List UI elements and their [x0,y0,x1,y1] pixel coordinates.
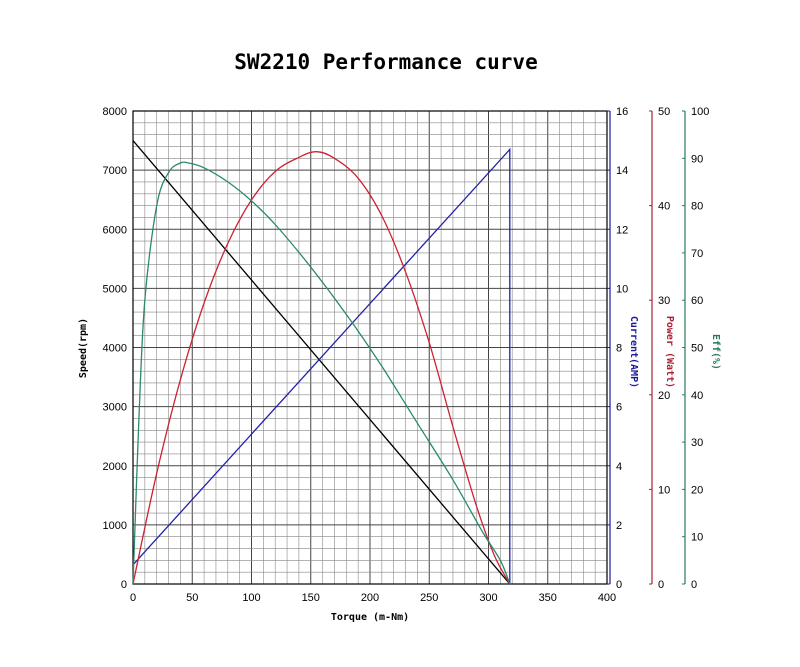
y-tick-label-eff: 30 [691,437,703,449]
series-lines [132,140,511,585]
y-tick-label-current: 14 [616,165,628,177]
y-tick-label-power: 0 [658,579,664,591]
y-tick-label-eff: 90 [691,153,703,165]
y-tick-label-eff: 0 [691,579,697,591]
y-tick-label-current: 10 [616,283,628,295]
x-tick-label: 250 [420,592,438,604]
y-tick-label-eff: 80 [691,201,703,213]
y-axis-label-eff: Eff(%) [710,334,721,370]
y-tick-label-eff: 60 [691,295,703,307]
x-tick-label: 150 [302,592,320,604]
y-tick-label-eff: 70 [691,248,703,260]
series-line-current [132,147,511,584]
y-tick-label-speed: 4000 [103,343,127,355]
series-line-power [132,151,511,585]
x-tick-label: 0 [130,592,136,604]
y-tick-label-eff: 10 [691,532,703,544]
y-tick-label-current: 4 [616,461,622,473]
y-tick-label-power: 50 [658,106,670,118]
y-tick-label-current: 16 [616,106,628,118]
y-tick-label-speed: 8000 [103,106,127,118]
x-tick-label: 50 [186,592,198,604]
x-tick-label: 400 [598,592,616,604]
y-axis-label-current: Current(AMP) [628,316,639,388]
y-tick-label-speed: 0 [121,579,127,591]
x-axis-label: Torque (m-Nm) [331,612,409,623]
y-tick-label-speed: 2000 [103,461,127,473]
y-tick-label-current: 6 [616,402,622,414]
y-tick-label-eff: 50 [691,343,703,355]
y-tick-label-current: 8 [616,343,622,355]
y-tick-label-speed: 5000 [103,283,127,295]
y-tick-label-speed: 1000 [103,520,127,532]
y-axis-label-power: Power (Watt) [664,316,675,388]
y-tick-label-current: 0 [616,579,622,591]
y-tick-label-speed: 3000 [103,402,127,414]
y-tick-label-eff: 20 [691,484,703,496]
tick-labels: 0 50 100 150 200 250 300 350 4000100020003000400… [103,106,710,604]
y-tick-label-current: 2 [616,520,622,532]
x-tick-label: 200 [361,592,379,604]
y-tick-label-power: 40 [658,201,670,213]
x-tick-label: 300 [479,592,497,604]
y-tick-label-power: 10 [658,484,670,496]
y-tick-label-current: 12 [616,224,628,236]
y-tick-label-eff: 100 [691,106,709,118]
series-line-speed [132,140,511,585]
y-tick-label-speed: 6000 [103,224,127,236]
y-tick-label-eff: 40 [691,390,703,402]
x-tick-label: 350 [539,592,557,604]
chart-title: SW2210 Performance curve [234,50,537,74]
x-tick-label: 100 [242,592,260,604]
y-axis-label-speed: Speed(rpm) [78,318,89,378]
y-tick-label-power: 30 [658,295,670,307]
y-tick-label-power: 20 [658,390,670,402]
axes [132,110,686,585]
y-tick-label-speed: 7000 [103,165,127,177]
series-line-eff [132,161,511,585]
